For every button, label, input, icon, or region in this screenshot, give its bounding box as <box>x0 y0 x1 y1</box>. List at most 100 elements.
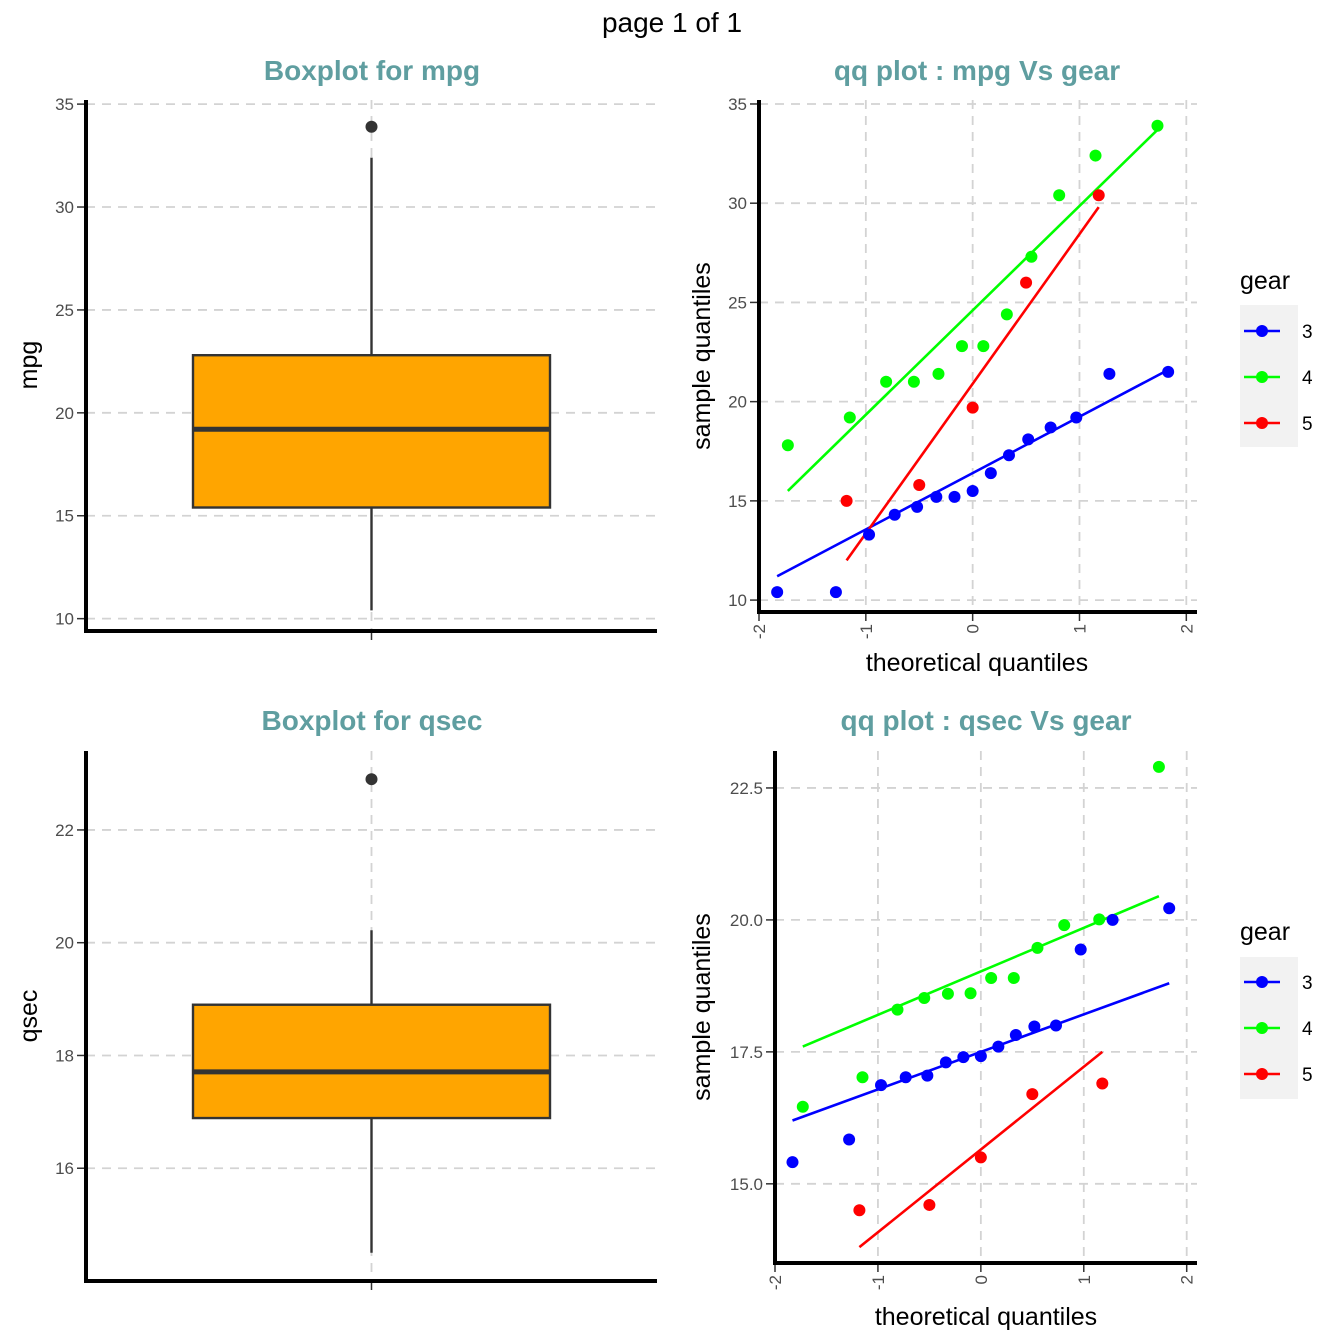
y-tick-label: 15 <box>55 507 74 526</box>
qq-marks <box>786 760 1176 1249</box>
outlier-point <box>365 120 378 133</box>
y-tick-label: 30 <box>728 194 747 213</box>
point-gear-3 <box>1002 449 1015 462</box>
y-tick-label: 10 <box>55 610 74 629</box>
point-gear-5 <box>966 401 979 414</box>
point-gear-5 <box>1026 1088 1039 1101</box>
point-gear-3 <box>1044 421 1057 434</box>
point-gear-4 <box>1152 760 1165 773</box>
tick-labels: 16 18 20 22 <box>55 821 74 1178</box>
qq-line-gear-3 <box>776 368 1169 578</box>
point-gear-3 <box>1070 411 1083 424</box>
point-gear-3 <box>1106 913 1119 926</box>
y-tick-label: 10 <box>728 591 747 610</box>
point-gear-5 <box>853 1204 866 1217</box>
grid-lines <box>774 751 1197 1263</box>
x-tick-label: -2 <box>766 1275 785 1290</box>
point-gear-5 <box>1096 1077 1109 1090</box>
point-gear-3 <box>1022 433 1035 446</box>
legend-label: 5 <box>1302 414 1313 435</box>
y-tick-label: 22.5 <box>730 779 763 798</box>
point-gear-4 <box>985 971 998 984</box>
point-gear-4 <box>1089 149 1102 162</box>
point-gear-4 <box>955 340 968 353</box>
y-tick-label: 25 <box>55 301 74 320</box>
y-tick-label: 18 <box>55 1046 74 1065</box>
y-axis-title: sample quantiles <box>688 262 716 450</box>
point-gear-3 <box>939 1056 952 1069</box>
legend-key-point <box>1256 1022 1268 1034</box>
qq-line-gear-4 <box>786 128 1159 492</box>
y-tick-label: 15 <box>728 492 747 511</box>
y-tick-label: 20.0 <box>730 911 763 930</box>
point-gear-3 <box>1162 365 1175 378</box>
y-tick-label: 20 <box>55 934 74 953</box>
panel-boxplot-qsec: Boxplot for qsec 16 18 20 22 qsec <box>15 705 657 1290</box>
point-gear-3 <box>974 1050 987 1063</box>
legend-label: 3 <box>1302 973 1313 994</box>
qq-marks <box>771 119 1175 599</box>
x-tick-label: -2 <box>750 624 769 639</box>
qq-line-gear-5 <box>845 206 1100 562</box>
point-gear-4 <box>1093 913 1106 926</box>
y-axis-title: sample quantiles <box>688 913 716 1101</box>
panel-qq-qsec: qq plot : qsec Vs gear 15.0 17.5 20.0 22.5 -… <box>688 705 1313 1331</box>
legend-key-point <box>1256 417 1268 429</box>
y-tick-label: 22 <box>55 821 74 840</box>
legend-label: 3 <box>1302 322 1313 343</box>
legend-title: gear <box>1240 267 1290 295</box>
point-gear-4 <box>856 1071 869 1084</box>
legend-key-point <box>1256 371 1268 383</box>
point-gear-3 <box>863 528 876 541</box>
tick-labels: 15.0 17.5 20.0 22.5 -2 -1 0 1 2 <box>730 779 1197 1290</box>
point-gear-4 <box>941 987 954 1000</box>
panel-title: qq plot : mpg Vs gear <box>834 55 1120 86</box>
point-gear-4 <box>932 367 945 380</box>
point-gear-4 <box>1058 919 1071 932</box>
point-gear-4 <box>1007 971 1020 984</box>
grid-lines <box>758 100 1197 612</box>
outlier-point <box>365 773 378 786</box>
point-gear-5 <box>913 478 926 491</box>
box-marks <box>191 773 552 1253</box>
legend-title: gear <box>1240 918 1290 946</box>
x-tick-label: 0 <box>964 624 983 633</box>
point-gear-3 <box>957 1051 970 1064</box>
point-gear-4 <box>918 992 931 1005</box>
point-gear-4 <box>1025 250 1038 263</box>
point-gear-4 <box>907 375 920 388</box>
point-gear-5 <box>1020 276 1033 289</box>
point-gear-4 <box>1000 308 1013 321</box>
y-tick-label: 20 <box>55 404 74 423</box>
point-gear-4 <box>891 1003 904 1016</box>
tick-labels: 10 15 20 25 30 35 -2 -1 0 1 2 <box>728 95 1196 639</box>
axes <box>77 100 657 640</box>
x-axis-title: theoretical quantiles <box>875 1303 1097 1331</box>
box-marks <box>191 120 552 611</box>
point-gear-3 <box>992 1040 1005 1053</box>
panel-title: qq plot : qsec Vs gear <box>841 705 1132 736</box>
point-gear-4 <box>796 1100 809 1113</box>
legend-key-point <box>1256 325 1268 337</box>
point-gear-3 <box>921 1069 934 1082</box>
x-tick-label: -1 <box>869 1275 888 1290</box>
legend-label: 4 <box>1302 1019 1313 1040</box>
legend-key-point <box>1256 976 1268 988</box>
point-gear-3 <box>911 500 924 513</box>
legend-label: 5 <box>1302 1065 1313 1086</box>
legend-keys: 3 4 5 <box>1244 322 1313 435</box>
point-gear-3 <box>966 484 979 497</box>
point-gear-5 <box>840 494 853 507</box>
legend: gear 3 4 5 <box>1240 267 1313 447</box>
y-tick-label: 17.5 <box>730 1043 763 1062</box>
point-gear-5 <box>974 1151 987 1164</box>
point-gear-3 <box>1049 1019 1062 1032</box>
point-gear-4 <box>781 439 794 452</box>
point-gear-3 <box>888 508 901 521</box>
page-title: page 1 of 1 <box>602 7 742 38</box>
y-tick-label: 16 <box>55 1159 74 1178</box>
tick-labels: 10 15 20 25 30 35 <box>55 95 74 629</box>
y-tick-label: 15.0 <box>730 1175 763 1194</box>
point-gear-3 <box>875 1079 888 1092</box>
